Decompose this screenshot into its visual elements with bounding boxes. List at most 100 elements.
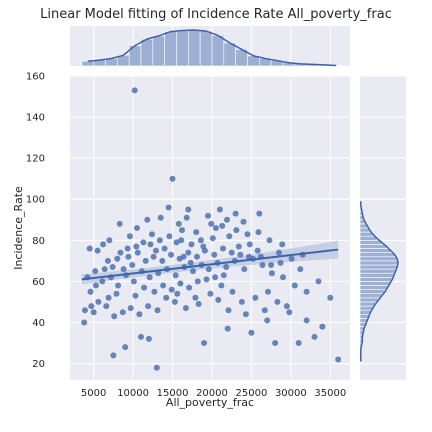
y-tick-label: 80 bbox=[32, 236, 45, 247]
scatter-point bbox=[327, 294, 334, 301]
scatter-point bbox=[188, 241, 195, 248]
scatter-point bbox=[288, 255, 295, 262]
scatter-point bbox=[246, 241, 253, 248]
scatter-point bbox=[297, 266, 304, 273]
scatter-point bbox=[129, 262, 136, 268]
scatter-point bbox=[111, 313, 118, 320]
scatter-point bbox=[194, 253, 200, 260]
x-tick-label: 5000 bbox=[81, 388, 106, 399]
scatter-point bbox=[246, 253, 252, 260]
y-histogram-bar bbox=[359, 289, 386, 295]
scatter-point bbox=[122, 344, 129, 351]
y-histogram-bar bbox=[359, 235, 378, 241]
scatter-point bbox=[242, 311, 249, 318]
scatter-point bbox=[103, 303, 110, 310]
grid bbox=[70, 75, 350, 380]
x-histogram-bar bbox=[81, 60, 94, 67]
scatter-point bbox=[93, 282, 99, 289]
scatter-point bbox=[90, 309, 97, 316]
y-histogram-bar bbox=[359, 305, 374, 311]
y-histogram-bar bbox=[359, 281, 391, 286]
scatter-point bbox=[120, 266, 127, 273]
scatter-point bbox=[171, 298, 178, 305]
scatter-point bbox=[219, 222, 226, 229]
scatter-point bbox=[186, 284, 193, 291]
scatter-point bbox=[141, 284, 148, 291]
scatter-point bbox=[104, 257, 111, 264]
marginal-x-histogram bbox=[81, 29, 343, 67]
scatter-point bbox=[116, 220, 123, 227]
scatter-point bbox=[238, 298, 245, 305]
scatter-point bbox=[147, 241, 154, 248]
scatter-point bbox=[291, 282, 298, 289]
scatter-point bbox=[168, 251, 174, 258]
scatter-point bbox=[286, 309, 293, 316]
scatter-point bbox=[144, 216, 151, 223]
scatter-point bbox=[168, 286, 175, 293]
scatter-point bbox=[125, 253, 132, 260]
scatter-point bbox=[172, 272, 179, 279]
y-histogram-bar bbox=[359, 248, 392, 253]
scatter-point bbox=[101, 266, 108, 273]
scatter-point bbox=[124, 245, 131, 252]
x-tick-label: 30000 bbox=[275, 388, 307, 399]
scatter-point bbox=[248, 329, 255, 336]
scatter-point bbox=[100, 241, 107, 248]
scatter-point bbox=[200, 243, 207, 250]
scatter-point bbox=[319, 323, 326, 330]
scatter-point bbox=[208, 220, 215, 227]
scatter-point bbox=[216, 206, 223, 213]
y-histogram-bar bbox=[359, 272, 395, 278]
scatter-point bbox=[259, 262, 266, 268]
scatter-point bbox=[224, 216, 230, 223]
scatter-point bbox=[153, 364, 160, 371]
scatter-point bbox=[237, 251, 244, 258]
scatter-point bbox=[211, 251, 218, 258]
y-tick-label: 160 bbox=[26, 72, 45, 83]
scatter-point bbox=[183, 214, 190, 221]
scatter-point bbox=[240, 218, 247, 225]
scatter-point bbox=[235, 243, 242, 250]
scatter-point bbox=[195, 301, 202, 307]
scatter-point bbox=[113, 290, 120, 297]
scatter-point bbox=[109, 264, 116, 270]
scatter-point bbox=[110, 352, 117, 359]
y-histogram-bar bbox=[359, 285, 388, 290]
scatter-point bbox=[254, 247, 261, 254]
y-tick-label: 140 bbox=[26, 113, 45, 124]
scatter-point bbox=[105, 294, 112, 301]
scatter-point bbox=[232, 210, 239, 217]
scatter-point bbox=[115, 282, 122, 289]
scatter-point bbox=[212, 225, 219, 231]
scatter-point bbox=[209, 235, 216, 242]
scatter-point bbox=[190, 268, 196, 275]
x-histogram-bar bbox=[164, 31, 177, 67]
scatter-point bbox=[268, 262, 275, 268]
x-histogram-bar bbox=[152, 35, 165, 67]
scatter-point bbox=[277, 259, 284, 266]
scatter-point bbox=[205, 212, 211, 219]
scatter-point bbox=[95, 298, 102, 305]
x-tick-label: 35000 bbox=[314, 388, 346, 399]
scatter-point bbox=[315, 278, 322, 285]
scatter-point bbox=[154, 307, 161, 314]
scatter-point bbox=[303, 288, 310, 295]
y-axis-label: Incidence_Rate bbox=[12, 186, 25, 270]
y-histogram-bar bbox=[359, 301, 376, 307]
scatter-point bbox=[149, 231, 155, 238]
x-histogram-bar bbox=[140, 38, 154, 67]
scatter-point bbox=[264, 317, 271, 324]
scatter-point bbox=[335, 356, 342, 363]
scatter-point bbox=[223, 264, 230, 270]
scatter-point bbox=[220, 272, 227, 279]
scatter-point bbox=[218, 282, 225, 289]
scatter-point bbox=[226, 233, 233, 240]
scatter-point bbox=[193, 229, 200, 236]
scatter-point bbox=[180, 253, 187, 260]
marginal-x-density-curve bbox=[87, 29, 337, 67]
scatter-point bbox=[178, 237, 185, 244]
regression-line bbox=[81, 248, 339, 281]
x-tick-label: 10000 bbox=[117, 388, 149, 399]
scatter-point bbox=[99, 278, 106, 285]
